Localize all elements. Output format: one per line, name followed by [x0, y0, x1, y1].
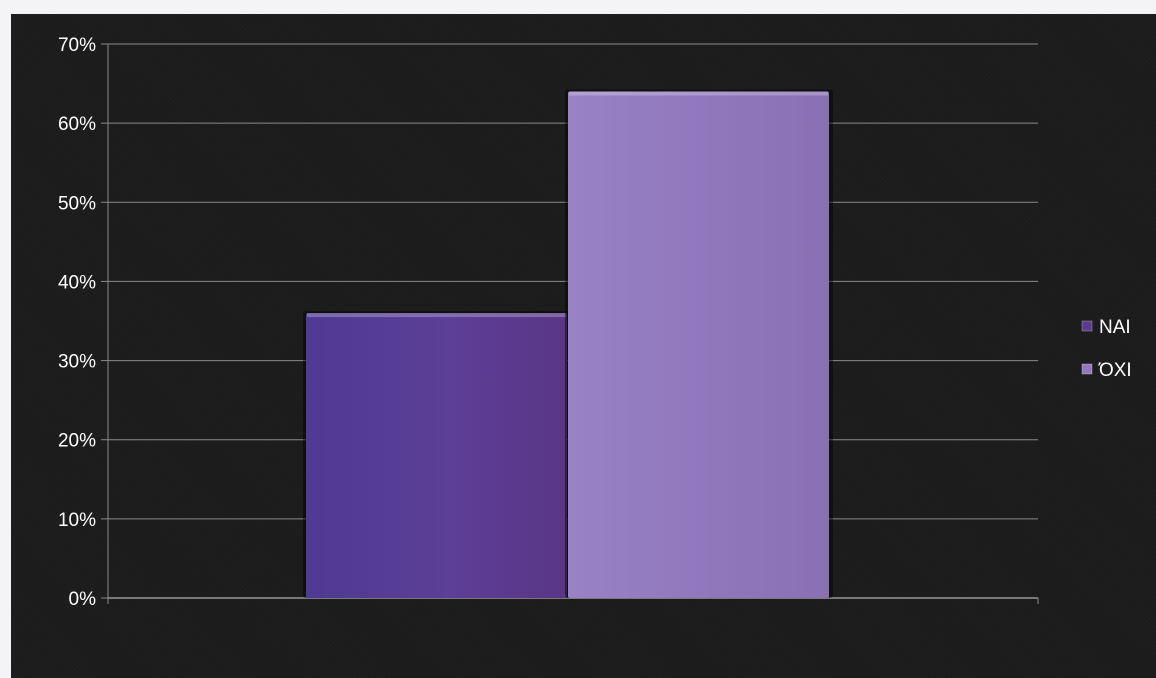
chart-area: 0% 10% 20% 30% 40% 50% 60% 70% NAI ΌΧΙ: [11, 14, 1156, 678]
bar-nai: [306, 313, 567, 598]
y-tick-label: 30%: [58, 352, 96, 373]
legend-item-nai: NAI: [1081, 317, 1131, 338]
y-tick-label: 40%: [58, 272, 96, 293]
legend-label: NAI: [1099, 317, 1131, 338]
legend-item-oxi: ΌΧΙ: [1081, 360, 1132, 381]
y-tick-label: 70%: [58, 35, 96, 56]
y-tick-label: 20%: [58, 431, 96, 452]
legend-swatch: [1081, 363, 1093, 375]
bar-chart: 0% 10% 20% 30% 40% 50% 60% 70% NAI ΌΧΙ: [58, 35, 1132, 610]
y-tick-label: 0%: [69, 589, 97, 610]
y-tick-label: 10%: [58, 510, 96, 531]
legend-swatch: [1081, 320, 1093, 332]
y-tick-label: 60%: [58, 114, 96, 135]
bar-nai-bevel: [307, 313, 566, 318]
bars: [303, 89, 833, 598]
bar-oxi-bevel: [569, 91, 828, 96]
y-tick-label: 50%: [58, 193, 96, 214]
legend-label: ΌΧΙ: [1098, 360, 1132, 381]
legend: NAI ΌΧΙ: [1081, 317, 1132, 381]
bar-oxi: [568, 91, 829, 598]
y-axis: 0% 10% 20% 30% 40% 50% 60% 70%: [58, 35, 1039, 610]
